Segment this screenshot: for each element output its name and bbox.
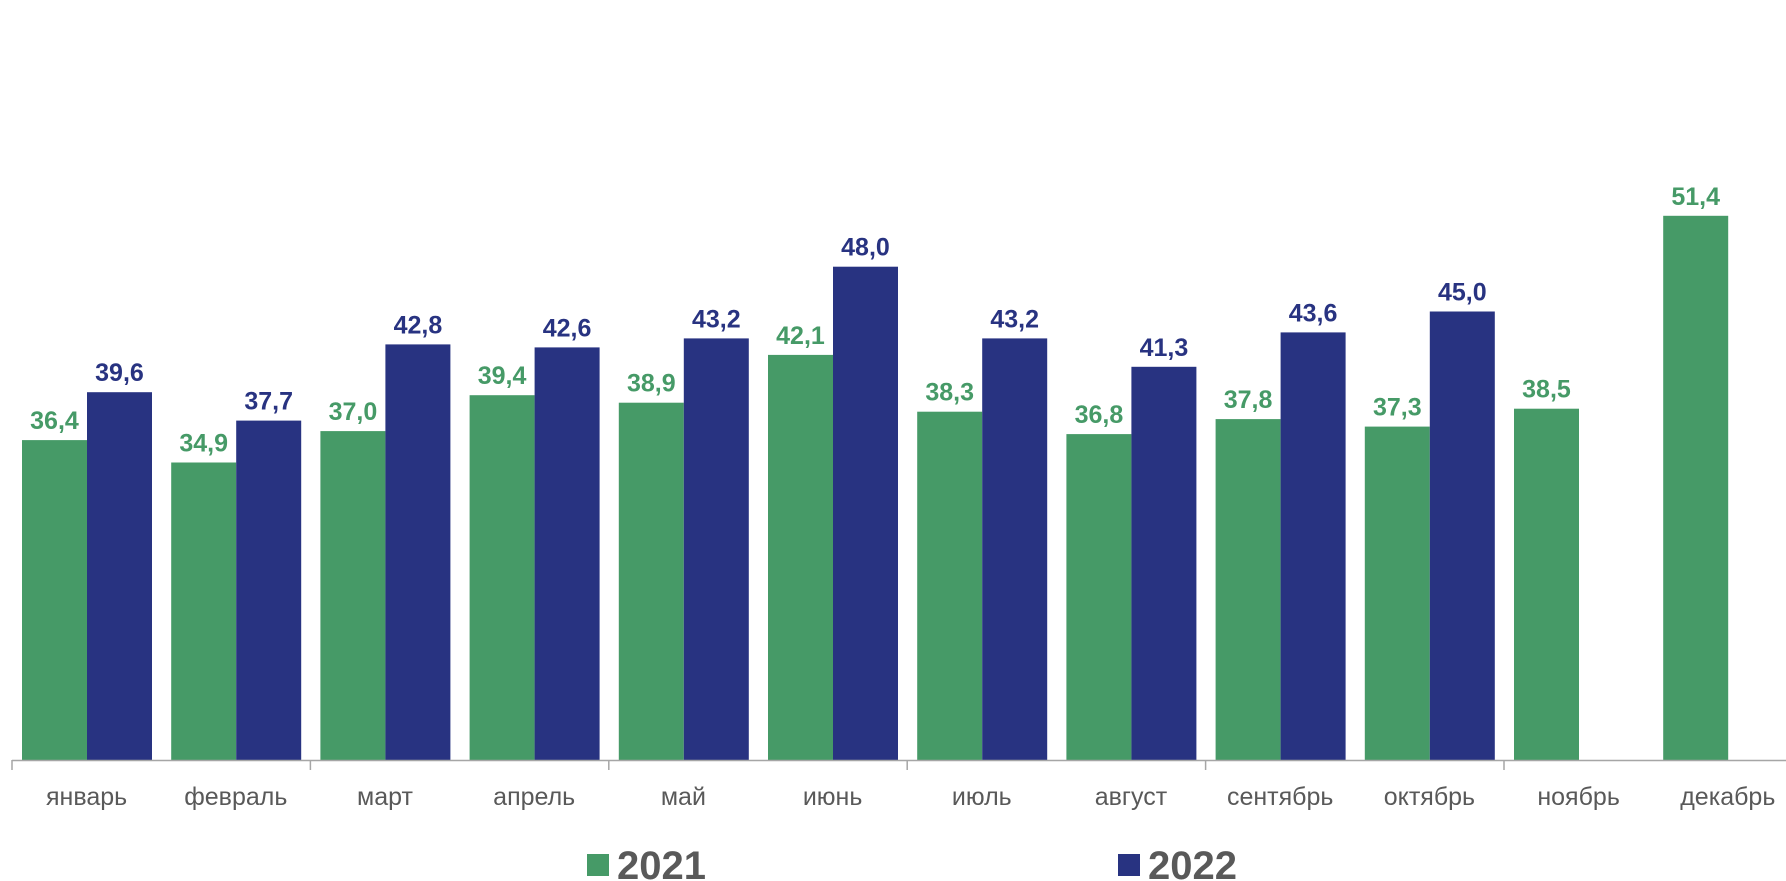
value-label-2021-1: 34,9: [179, 430, 228, 458]
value-label-2022-2: 42,8: [394, 311, 443, 339]
value-label-2021-2: 37,0: [329, 398, 378, 426]
legend: 2021 2022: [587, 844, 1237, 881]
category-label-2: март: [357, 783, 413, 811]
bar-2022-2: [385, 344, 451, 760]
bar-2021-2: [320, 431, 386, 760]
value-label-2022-7: 41,3: [1140, 334, 1189, 362]
bar-2021-9: [1364, 426, 1430, 760]
value-label-2021-7: 36,8: [1075, 401, 1124, 429]
category-labels-group: январь февраль март апрель май июнь июль август…: [46, 783, 1775, 811]
value-label-2022-3: 42,6: [543, 314, 592, 342]
category-label-5: июнь: [803, 783, 863, 811]
bar-2022-7: [1131, 366, 1197, 760]
bar-2022-9: [1429, 311, 1495, 760]
value-label-2021-8: 37,8: [1224, 386, 1273, 414]
bar-2022-1: [236, 420, 302, 760]
category-label-7: август: [1095, 783, 1168, 811]
category-label-3: апрель: [493, 783, 575, 811]
category-label-11: декабрь: [1680, 783, 1775, 811]
legend-swatch-2021: [587, 854, 609, 876]
bar-2022-6: [982, 338, 1048, 760]
value-label-2021-0: 36,4: [30, 407, 79, 435]
bar-2022-8: [1280, 332, 1346, 760]
category-label-9: октябрь: [1384, 783, 1475, 811]
value-label-2021-9: 37,3: [1373, 394, 1422, 422]
x-axis: [11, 759, 1786, 770]
value-label-2021-3: 39,4: [478, 362, 527, 390]
bar-2021-5: [768, 354, 833, 760]
value-label-2022-0: 39,6: [95, 359, 144, 387]
bar-2021-6: [917, 411, 983, 760]
category-label-4: май: [661, 783, 706, 811]
bar-2021-4: [618, 402, 684, 760]
legend-label-2021: 2021: [617, 844, 706, 881]
bar-2021-11: [1663, 215, 1729, 761]
category-label-10: ноябрь: [1537, 783, 1620, 811]
category-label-6: июль: [952, 783, 1012, 811]
bar-2021-1: [171, 462, 237, 760]
category-label-1: февраль: [184, 783, 287, 811]
legend-swatch-2022: [1118, 854, 1140, 876]
bar-2022-5: [833, 266, 898, 760]
value-label-2021-6: 38,3: [925, 379, 974, 407]
value-label-2022-1: 37,7: [244, 388, 293, 416]
bars-group: [22, 215, 1729, 761]
value-label-2022-4: 43,2: [692, 305, 741, 333]
bar-2021-7: [1066, 434, 1132, 760]
value-label-2021-10: 38,5: [1522, 376, 1571, 404]
value-label-2022-9: 45,0: [1438, 279, 1487, 307]
value-label-2021-11: 51,4: [1671, 183, 1720, 211]
value-labels-group: 36,4 39,6 34,9 37,7 37,0 42,8 39,4 42,6 38,9 43,2…: [30, 183, 1720, 458]
bar-2022-3: [534, 347, 600, 760]
value-label-2021-5: 42,1: [776, 322, 825, 350]
category-label-0: январь: [46, 783, 127, 811]
legend-label-2022: 2022: [1148, 844, 1237, 881]
category-label-8: сентябрь: [1227, 783, 1333, 811]
value-label-2022-6: 43,2: [990, 305, 1039, 333]
bar-2021-8: [1215, 419, 1281, 760]
bar-2021-0: [22, 440, 87, 760]
bar-2021-3: [469, 395, 535, 760]
value-label-2022-5: 48,0: [841, 234, 890, 262]
bar-2021-10: [1514, 408, 1579, 760]
value-label-2022-8: 43,6: [1289, 299, 1338, 327]
bar-2022-4: [683, 338, 749, 760]
bar-2022-0: [87, 392, 152, 760]
value-label-2021-4: 38,9: [627, 370, 676, 398]
